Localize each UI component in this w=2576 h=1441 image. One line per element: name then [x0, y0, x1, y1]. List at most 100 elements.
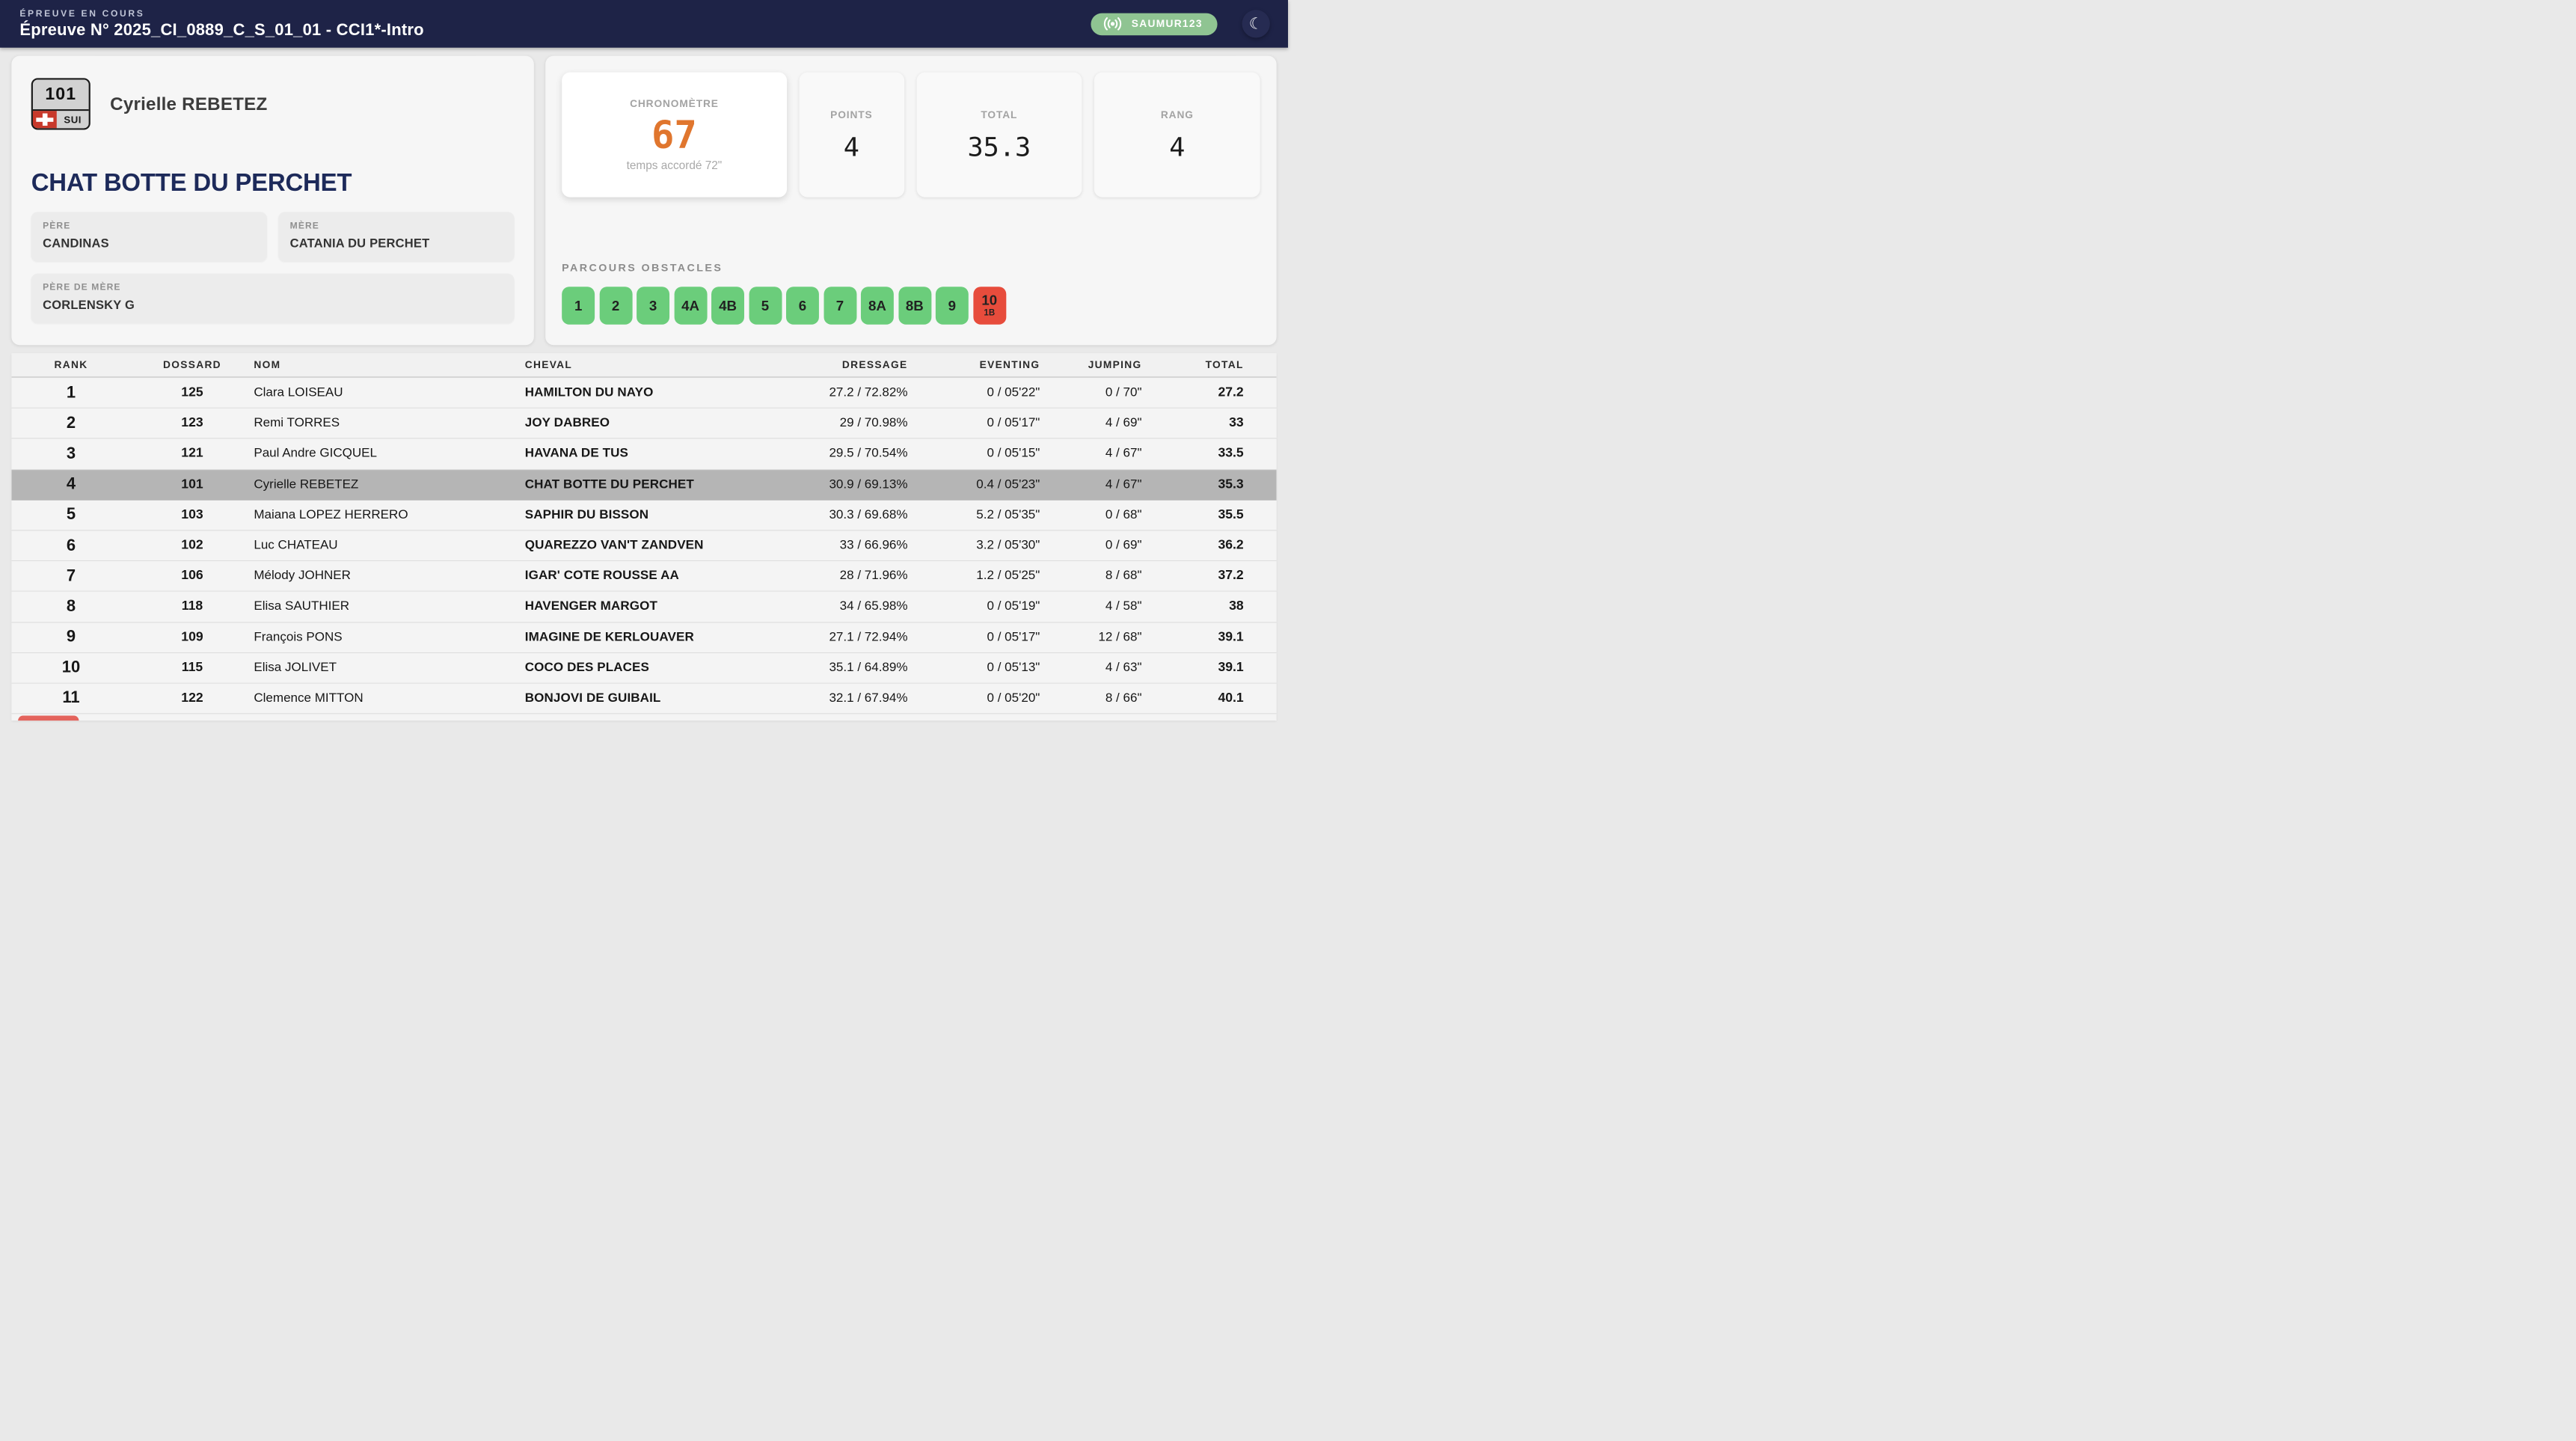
- table-row[interactable]: 8 118 Elisa SAUTHIER HAVENGER MARGOT 34 / 65…: [11, 592, 1277, 622]
- total-value: 35.3: [967, 131, 1031, 163]
- obstacle-number: 10: [981, 293, 998, 309]
- cell-dressage: 27.2 / 72.82%: [829, 385, 908, 400]
- pedigree-value: CANDINAS: [43, 236, 109, 251]
- cell-cheval: IMAGINE DE KERLOUAVER: [524, 629, 694, 644]
- cell-nom: Mélody JOHNER: [254, 569, 351, 583]
- cell-eventing: 0 / 05'19": [987, 599, 1040, 614]
- cell-total: 38: [1229, 599, 1244, 614]
- cell-dossard: 122: [181, 691, 203, 706]
- obstacle-8b: 8B: [898, 287, 931, 325]
- pedigree-label: MÈRE: [289, 221, 319, 231]
- obstacle-4b: 4B: [711, 287, 744, 325]
- event-status-label: ÉPREUVE EN COURS: [19, 9, 145, 19]
- table-row[interactable]: 9 109 François PONS IMAGINE DE KERLOUAVER 27…: [11, 622, 1277, 653]
- table-row[interactable]: 6 102 Luc CHATEAU QUAREZZO VAN'T ZANDVEN 33 …: [11, 530, 1277, 562]
- cell-nom: Elisa JOLIVET: [254, 660, 337, 675]
- table-row[interactable]: 1 125 Clara LOISEAU HAMILTON DU NAYO 27.2 / …: [11, 378, 1277, 409]
- cell-dossard: 123: [181, 416, 203, 430]
- cell-nom: François PONS: [254, 629, 343, 644]
- obstacle-1: 1: [562, 287, 595, 325]
- cell-cheval: HAVANA DE TUS: [524, 446, 629, 461]
- cell-cheval: COCO DES PLACES: [524, 660, 649, 675]
- rank-value: 4: [1169, 131, 1186, 163]
- moon-icon: ☾: [1248, 14, 1263, 33]
- chronometer-label: CHRONOMÈTRE: [630, 97, 719, 110]
- obstacle-number: 2: [611, 298, 620, 313]
- live-badge-label: SAUMUR123: [1131, 18, 1203, 30]
- table-body: 1 125 Clara LOISEAU HAMILTON DU NAYO 27.2 / …: [11, 378, 1277, 715]
- cell-jumping: 8 / 66": [1105, 691, 1142, 706]
- next-row-partial-badge: [18, 715, 79, 721]
- obstacle-8a: 8A: [860, 287, 894, 325]
- table-row[interactable]: 2 123 Remi TORRES JOY DABREO 29 / 70.98% 0 / …: [11, 409, 1277, 439]
- cell-rank: 4: [66, 474, 76, 494]
- cell-dossard: 121: [181, 446, 203, 461]
- cell-rank: 1: [66, 383, 76, 402]
- cell-dossard: 103: [181, 507, 203, 522]
- cell-nom: Maiana LOPEZ HERRERO: [254, 507, 408, 522]
- table-row-current[interactable]: 4 101 Cyrielle REBETEZ CHAT BOTTE DU PERCHE…: [11, 469, 1277, 501]
- obstacle-9: 9: [935, 287, 969, 325]
- cell-eventing: 0 / 05'17": [987, 629, 1040, 644]
- pedigree: PÈRE CANDINAS MÈRE CATANIA DU PERCHET PÈ…: [31, 212, 515, 323]
- cell-jumping: 0 / 68": [1105, 507, 1142, 522]
- obstacle-2: 2: [599, 287, 633, 325]
- table-row[interactable]: 5 103 Maiana LOPEZ HERRERO SAPHIR DU BISSON…: [11, 500, 1277, 531]
- table-row[interactable]: 7 106 Mélody JOHNER IGAR' COTE ROUSSE AA 28 …: [11, 561, 1277, 593]
- table-header-row: RANK DOSSARD NOM CHEVAL DRESSAGE EVENTING JUMP…: [11, 353, 1277, 379]
- page-title: Épreuve N° 2025_CI_0889_C_S_01_01 - CCI1…: [19, 21, 424, 40]
- obstacle-number: 4A: [681, 298, 699, 313]
- cell-jumping: 4 / 67": [1105, 477, 1142, 492]
- cell-jumping: 0 / 70": [1105, 385, 1142, 400]
- cell-eventing: 0 / 05'22": [987, 385, 1040, 400]
- dark-mode-toggle[interactable]: ☾: [1242, 10, 1270, 38]
- cell-jumping: 4 / 69": [1105, 416, 1142, 430]
- cell-total: 27.2: [1218, 385, 1244, 400]
- column-header-jumping: JUMPING: [1088, 358, 1142, 371]
- cell-nom: Paul Andre GICQUEL: [254, 446, 377, 461]
- table-row[interactable]: 11 122 Clemence MITTON BONJOVI DE GUIBAIL 32…: [11, 683, 1277, 715]
- points-card: POINTS 4: [799, 72, 904, 198]
- cell-cheval: SAPHIR DU BISSON: [524, 507, 649, 522]
- obstacle-number: 9: [948, 298, 957, 313]
- cell-rank: 9: [66, 628, 76, 646]
- cell-jumping: 4 / 58": [1105, 599, 1142, 614]
- cell-total: 36.2: [1218, 538, 1244, 553]
- obstacle-4a: 4A: [674, 287, 708, 325]
- cell-eventing: 0.4 / 05'23": [976, 477, 1040, 492]
- cell-dossard: 102: [181, 538, 203, 553]
- table-row[interactable]: 3 121 Paul Andre GICQUEL HAVANA DE TUS 29.5 …: [11, 438, 1277, 470]
- obstacle-fault-label: 1B: [984, 308, 996, 319]
- cell-eventing: 0 / 05'20": [987, 691, 1040, 706]
- column-header-dressage: DRESSAGE: [841, 358, 908, 371]
- score-cards: CHRONOMÈTRE 67 temps accordé 72" POINTS …: [562, 72, 1260, 198]
- top-bar: ÉPREUVE EN COURS Épreuve N° 2025_CI_0889…: [0, 0, 1288, 48]
- pedigree-damsire: PÈRE DE MÈRE CORLENSKY G: [31, 273, 515, 323]
- country-code: SUI: [56, 111, 89, 129]
- cell-eventing: 0 / 05'15": [987, 446, 1040, 461]
- obstacle-3: 3: [637, 287, 670, 325]
- cell-dressage: 29 / 70.98%: [839, 416, 908, 430]
- pedigree-value: CATANIA DU PERCHET: [289, 236, 430, 251]
- table-row[interactable]: 10 115 Elisa JOLIVET COCO DES PLACES 35.1 / …: [11, 652, 1277, 684]
- cell-dossard: 101: [181, 477, 203, 492]
- cell-nom: Remi TORRES: [254, 416, 340, 430]
- app: ÉPREUVE EN COURS Épreuve N° 2025_CI_0889…: [0, 0, 1288, 721]
- cell-dressage: 29.5 / 70.54%: [829, 446, 908, 461]
- cell-eventing: 0 / 05'13": [987, 660, 1040, 675]
- cell-nom: Clemence MITTON: [254, 691, 364, 706]
- cell-total: 33: [1229, 416, 1244, 430]
- chronometer-value: 67: [651, 112, 697, 157]
- cell-dressage: 34 / 65.98%: [839, 599, 908, 614]
- pedigree-value: CORLENSKY G: [43, 298, 135, 313]
- competitor-head: 101 SUI Cyrielle REBETEZ: [31, 78, 515, 130]
- obstacle-number: 8B: [905, 298, 924, 313]
- cell-dressage: 28 / 71.96%: [839, 569, 908, 583]
- cell-total: 39.1: [1218, 629, 1244, 644]
- obstacle-list: 1 2 3 4A 4B 5 6 7 8A 8B 9 10 1B: [562, 287, 1260, 325]
- competitor-panel: 101 SUI Cyrielle REBETEZ CHAT BOTTE DU P…: [11, 55, 534, 346]
- obstacle-10: 10 1B: [972, 287, 1006, 325]
- live-session-badge[interactable]: SAUMUR123: [1091, 13, 1218, 35]
- cell-eventing: 0 / 05'17": [987, 416, 1040, 430]
- pedigree-label: PÈRE: [43, 221, 71, 231]
